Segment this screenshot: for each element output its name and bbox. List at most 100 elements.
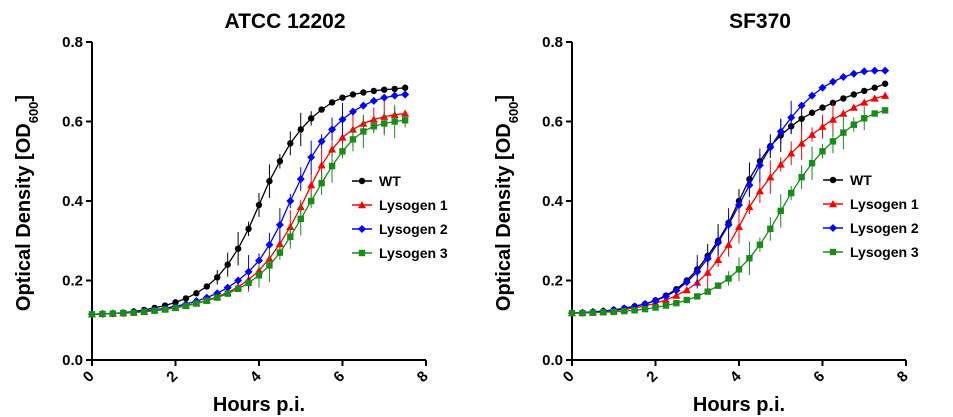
y-tick-label: 0.0 [62,352,83,369]
data-point [589,309,597,316]
chart-title: ATCC 12202 [225,10,346,33]
data-point [819,104,826,111]
x-tick-label: 0 [80,368,98,386]
x-tick-label: 0 [560,368,578,386]
data-point [349,91,357,98]
data-point [871,110,878,117]
data-point [673,299,680,307]
x-tick-label: 6 [810,368,828,386]
data-point [808,109,816,116]
y-tick-label: 0.2 [542,273,563,290]
data-point [287,233,294,240]
data-point [296,175,305,184]
data-point [328,145,337,153]
data-point [297,215,304,223]
data-point [318,106,325,113]
data-point [328,125,337,134]
data-point [724,240,733,248]
data-point [808,91,817,100]
data-point [776,127,785,136]
data-point [234,276,243,285]
series-lysogen-3 [88,104,409,318]
legend-entry: Lysogen 2 [379,221,448,237]
data-point [276,158,284,165]
legend-marker [829,200,837,208]
y-axis-label: Optical Density [OD600] [493,95,521,311]
data-point [746,255,753,262]
data-point [829,138,837,145]
data-point [797,139,806,147]
data-point [631,307,638,314]
data-point [223,283,232,292]
data-point [745,202,754,211]
data-point [828,115,837,123]
chart-panel-2: SF370 0.0 0.2 0.4 0.6 0.8 0 2 4 6 8 Hours p.i. Optic… [493,10,919,416]
series-lysogen-3 [568,106,889,317]
y-tick-label: 0.6 [542,114,563,131]
data-point [870,66,879,75]
data-point [735,200,743,209]
data-point [703,254,712,263]
data-point [318,179,325,187]
data-point [99,310,106,318]
data-point [328,162,336,170]
data-point [787,113,796,122]
data-point [88,311,96,318]
data-point [798,115,805,122]
data-point [735,222,743,231]
legend-entry: WT [379,173,401,189]
legend-entry: WT [850,172,872,188]
data-point [338,133,347,141]
data-point [266,177,273,185]
data-point [328,99,336,106]
data-point [777,207,784,215]
data-point [255,201,263,209]
data-point [881,107,889,114]
data-point [756,241,764,248]
y-tick-label: 0.8 [62,34,83,51]
legend-marker [829,224,837,232]
x-tick-label: 4 [727,367,745,385]
data-point [787,149,796,157]
data-point [600,309,607,316]
data-point [401,109,410,117]
data-point [881,91,890,99]
data-point [860,67,869,76]
data-point [641,305,649,313]
data-point [661,292,670,301]
data-point [818,83,827,92]
data-point [401,84,409,91]
data-point [703,268,712,276]
data-point [234,245,242,252]
data-point [359,101,368,110]
data-point [808,130,817,138]
data-point [808,160,816,167]
data-point [745,181,754,190]
data-point [307,181,316,189]
data-point [870,94,879,102]
data-point [287,140,294,147]
y-tick-label: 0.2 [62,273,83,290]
data-point [818,122,827,130]
data-point [651,296,660,305]
y-axis-label: Optical Density [OD600] [13,95,41,311]
data-point [109,310,117,317]
y-tick-label: 0.8 [542,34,563,51]
data-point [203,283,211,290]
data-point [214,274,221,281]
data-point [286,197,295,205]
data-point [338,115,347,124]
data-point [317,161,326,169]
data-point [172,304,179,312]
x-tick-label: 8 [894,368,912,386]
data-point [662,302,670,309]
legend-marker [358,201,366,209]
data-point [349,136,357,143]
legend-entry: Lysogen 3 [850,244,919,260]
data-point [819,148,826,155]
data-point [265,240,274,249]
data-point [266,262,273,269]
data-point [369,115,378,123]
